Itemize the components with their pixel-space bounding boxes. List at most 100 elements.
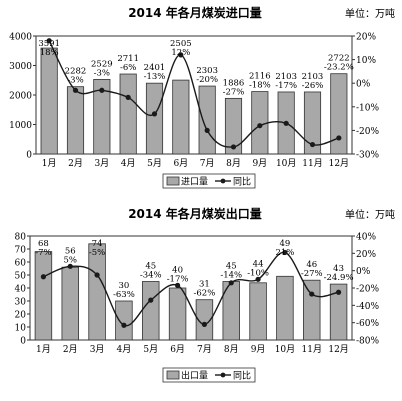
import-chart-unit: 单位：万吨 xyxy=(345,7,395,20)
import-category-label: 6月 xyxy=(173,158,188,169)
export-yoy-point xyxy=(94,272,100,278)
export-yoy-point xyxy=(148,297,154,303)
import-bar xyxy=(145,82,164,155)
export-bar-value-label: 45 xyxy=(145,262,156,272)
export-category-label: 5月 xyxy=(143,344,158,355)
import-yoy-line xyxy=(48,40,340,148)
import-yoy-label: 18% xyxy=(40,48,59,58)
import-left-tick-label: 0 xyxy=(26,151,32,161)
export-bar-value-label: 30 xyxy=(119,281,130,291)
import-bar-value-label: 2529 xyxy=(91,59,113,69)
import-chart: 0 1000 2000 3000 4000 -30% -20% -10% 0% 10% 20% 1月 2… xyxy=(9,33,379,189)
import-yoy-label: -3% xyxy=(67,76,83,86)
export-yoy-label: -24.9% xyxy=(324,273,354,283)
import-yoy-point xyxy=(72,87,79,93)
import-left-tick-label: 4000 xyxy=(9,33,32,43)
import-category-label: 1月 xyxy=(42,158,57,169)
export-right-tick-label: -20% xyxy=(356,285,379,295)
export-bar-value-label: 44 xyxy=(253,259,264,269)
export-category-label: 3月 xyxy=(90,344,105,355)
export-bar xyxy=(195,299,214,341)
import-yoy-label: 12% xyxy=(171,48,190,58)
export-legend-line-marker xyxy=(220,372,226,378)
import-category-label: 8月 xyxy=(226,158,241,169)
export-yoy-line xyxy=(43,251,339,327)
export-chart-unit: 单位：万吨 xyxy=(345,208,395,221)
import-bar xyxy=(330,73,348,155)
import-yoy-label: -23.2% xyxy=(324,63,354,73)
import-chart-title: 2014 年各月煤炭进口量 xyxy=(128,5,262,20)
export-legend-bar-swatch xyxy=(166,370,180,380)
export-legend-bar-label: 出口量 xyxy=(181,370,208,382)
export-bar-value-label: 49 xyxy=(280,239,291,249)
export-right-tick-label: -60% xyxy=(356,319,379,329)
import-bar xyxy=(93,78,111,155)
import-bar xyxy=(119,73,137,155)
import-category-label: 5月 xyxy=(147,158,162,169)
export-bar-value-label: 68 xyxy=(38,239,49,249)
import-category-label: 12月 xyxy=(329,158,349,169)
import-yoy-point xyxy=(257,123,263,129)
import-yoy-point xyxy=(99,87,105,93)
export-yoy-point xyxy=(335,289,342,295)
export-yoy-point xyxy=(67,263,73,269)
export-bar-value-label: 45 xyxy=(226,262,237,272)
export-category-label: 6月 xyxy=(170,344,185,355)
import-bar xyxy=(40,47,58,155)
export-left-tick-label: 10 xyxy=(15,324,27,334)
export-category-label: 12月 xyxy=(328,344,348,355)
import-yoy-label: -26% xyxy=(302,81,324,91)
import-right-tick-label: -10% xyxy=(356,103,379,113)
export-yoy-label: -34% xyxy=(140,271,162,281)
import-right-tick-label: 20% xyxy=(356,33,376,43)
export-chart-title: 2014 年各月煤炭出口量 xyxy=(128,206,262,221)
export-yoy-point xyxy=(309,291,315,297)
export-right-tick-label: -40% xyxy=(356,302,379,312)
export-legend-box xyxy=(162,367,256,383)
import-right-tick-label: 0% xyxy=(356,80,371,90)
export-category-label: 8月 xyxy=(224,344,239,355)
export-legend: 出口量 同比 xyxy=(162,367,256,383)
import-category-label: 11月 xyxy=(302,158,322,169)
import-yoy-point xyxy=(204,127,210,133)
import-category-label: 3月 xyxy=(94,158,109,169)
export-yoy-point xyxy=(40,274,47,280)
export-left-tick-label: 60 xyxy=(15,259,27,269)
export-yoy-point xyxy=(121,322,127,328)
import-yoy-label: -6% xyxy=(120,63,136,73)
import-category-label: 7月 xyxy=(200,158,215,169)
import-bar-value-label: 2722 xyxy=(328,54,350,64)
export-bar xyxy=(88,243,106,341)
export-category-label: 9月 xyxy=(251,344,266,355)
import-right-tick-label: -30% xyxy=(356,151,379,161)
export-yoy-label: -5% xyxy=(89,248,105,258)
export-yoy-point xyxy=(174,282,181,288)
import-yoy-point xyxy=(178,52,184,58)
import-legend: 进口量 同比 xyxy=(162,173,256,189)
export-category-label: 7月 xyxy=(197,344,212,355)
import-bar-value-label: 2103 xyxy=(302,72,324,82)
import-bar xyxy=(224,97,243,155)
import-category-label: 9月 xyxy=(252,158,267,169)
import-bar-value-label: 2116 xyxy=(249,72,271,82)
import-legend-box xyxy=(162,173,256,189)
import-bar-value-label: 1886 xyxy=(223,78,245,88)
export-yoy-label: 5% xyxy=(64,255,78,265)
export-bar-value-label: 56 xyxy=(65,246,76,256)
export-legend-line-label: 同比 xyxy=(233,370,251,382)
export-left-tick-label: 0 xyxy=(20,337,26,347)
export-yoy-label: -14% xyxy=(220,271,242,281)
import-bar-value-label: 2103 xyxy=(275,72,297,82)
export-bar xyxy=(329,283,348,341)
export-bar-value-label: 31 xyxy=(199,280,210,290)
import-bar xyxy=(66,86,85,155)
export-yoy-label: -10% xyxy=(247,268,269,278)
import-yoy-point xyxy=(336,135,342,141)
export-left-tick-label: 20 xyxy=(15,311,27,321)
export-bar-value-label: 46 xyxy=(306,260,317,270)
export-category-label: 10月 xyxy=(275,344,295,355)
export-bar xyxy=(303,279,321,341)
import-legend-line-label: 同比 xyxy=(233,176,251,188)
import-left-tick-label: 2000 xyxy=(9,92,32,102)
export-yoy-label: -62% xyxy=(194,289,216,299)
